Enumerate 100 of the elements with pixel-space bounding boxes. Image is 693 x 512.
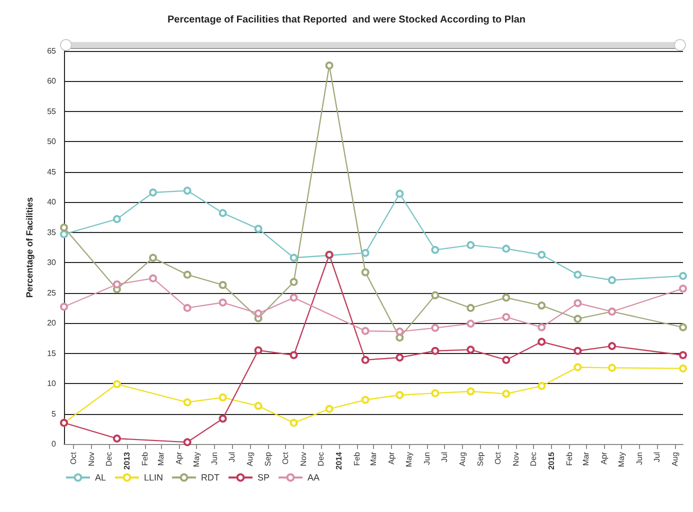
point bbox=[254, 402, 262, 410]
x-tick-label: Aug bbox=[670, 452, 680, 466]
y-axis-title: Percentage of Facilities bbox=[24, 197, 34, 298]
point bbox=[112, 215, 121, 224]
point bbox=[466, 387, 475, 396]
point bbox=[183, 438, 192, 446]
point bbox=[112, 434, 121, 443]
point bbox=[679, 272, 687, 280]
x-tick-label: Aug bbox=[458, 452, 468, 466]
point bbox=[679, 351, 687, 360]
point bbox=[574, 270, 582, 279]
point bbox=[183, 186, 192, 195]
x-tick-label: Feb bbox=[352, 451, 362, 466]
point bbox=[679, 284, 687, 293]
point bbox=[466, 320, 475, 328]
y-tick-label: 10 bbox=[47, 379, 57, 388]
point bbox=[608, 276, 616, 284]
point bbox=[574, 363, 582, 372]
point bbox=[574, 346, 582, 355]
legend-label: RDT bbox=[201, 472, 220, 482]
point bbox=[361, 268, 370, 276]
point bbox=[396, 334, 404, 342]
x-tick-label: 2014 bbox=[334, 451, 344, 470]
point bbox=[679, 323, 687, 332]
point bbox=[396, 190, 404, 198]
y-tick-label: 40 bbox=[47, 198, 57, 207]
point bbox=[679, 364, 687, 372]
x-tick-label: Nov bbox=[299, 452, 308, 466]
legend-label: AL bbox=[95, 472, 106, 482]
point bbox=[361, 356, 370, 364]
x-tick-label: May bbox=[616, 452, 626, 468]
point bbox=[290, 294, 298, 302]
point bbox=[325, 404, 334, 413]
x-tick-label: Feb bbox=[565, 451, 574, 466]
x-tick-label: Apr bbox=[174, 452, 184, 464]
point bbox=[149, 188, 158, 196]
point bbox=[466, 346, 475, 354]
point bbox=[502, 390, 510, 398]
point bbox=[218, 298, 227, 307]
point bbox=[183, 398, 192, 406]
x-tick-label: Jul bbox=[652, 452, 662, 462]
x-tick-label: Jun bbox=[422, 452, 432, 465]
y-tick-label: 65 bbox=[47, 46, 57, 56]
point bbox=[112, 380, 121, 388]
point bbox=[218, 209, 227, 218]
x-tick-label: Aug bbox=[246, 452, 255, 466]
point bbox=[396, 328, 404, 336]
point bbox=[431, 246, 440, 254]
x-tick-label: 2013 bbox=[122, 451, 132, 470]
y-tick-label: 20 bbox=[47, 318, 57, 328]
x-tick-label: Nov bbox=[512, 452, 521, 466]
x-tick-label: Dec bbox=[528, 452, 538, 466]
x-tick-label: Jun bbox=[210, 452, 220, 465]
point bbox=[290, 254, 298, 262]
point bbox=[502, 244, 510, 253]
y-tick-label: 25 bbox=[47, 288, 57, 298]
x-tick-label: Feb bbox=[140, 451, 150, 466]
point bbox=[254, 224, 262, 233]
x-tick-label: Oct bbox=[68, 451, 78, 464]
point bbox=[538, 302, 546, 310]
x-tick-label: Oct bbox=[494, 451, 502, 464]
point bbox=[502, 294, 510, 302]
point bbox=[218, 393, 227, 402]
x-tick-label: Sep bbox=[476, 451, 486, 466]
y-tick-label: 50 bbox=[47, 137, 57, 146]
x-tick-label: Dec bbox=[316, 452, 326, 466]
y-tick-label: 30 bbox=[47, 258, 57, 268]
point bbox=[290, 418, 298, 427]
point bbox=[538, 338, 546, 346]
point bbox=[574, 314, 582, 323]
point bbox=[608, 342, 616, 350]
x-tick-label: Mar bbox=[156, 452, 166, 466]
x-tick-label: May bbox=[404, 452, 414, 468]
point bbox=[538, 323, 546, 332]
point bbox=[502, 356, 510, 364]
chart-title: Percentage of Facilities that Reported and were Stocked According to Plan bbox=[167, 14, 526, 26]
point bbox=[60, 224, 68, 232]
point bbox=[431, 346, 440, 355]
y-tick-label: 45 bbox=[47, 167, 57, 176]
point bbox=[290, 351, 298, 360]
point bbox=[466, 304, 475, 312]
point bbox=[431, 324, 440, 332]
point bbox=[538, 250, 546, 259]
point bbox=[218, 414, 227, 423]
x-tick-label: May bbox=[192, 452, 202, 468]
point bbox=[574, 299, 582, 308]
legend-label: AA bbox=[308, 472, 320, 482]
x-tick-label: Apr bbox=[387, 452, 396, 464]
x-tick-label: Mar bbox=[581, 452, 590, 466]
y-tick-label: 35 bbox=[47, 228, 57, 237]
point bbox=[183, 270, 192, 279]
point bbox=[290, 278, 298, 286]
x-tick-label: Sep bbox=[264, 451, 273, 466]
point bbox=[112, 280, 121, 288]
point bbox=[396, 354, 404, 362]
point bbox=[60, 230, 68, 238]
y-tick-label: 5 bbox=[52, 409, 57, 418]
point bbox=[254, 346, 262, 354]
y-tick-label: 60 bbox=[47, 76, 57, 86]
point bbox=[60, 302, 68, 311]
